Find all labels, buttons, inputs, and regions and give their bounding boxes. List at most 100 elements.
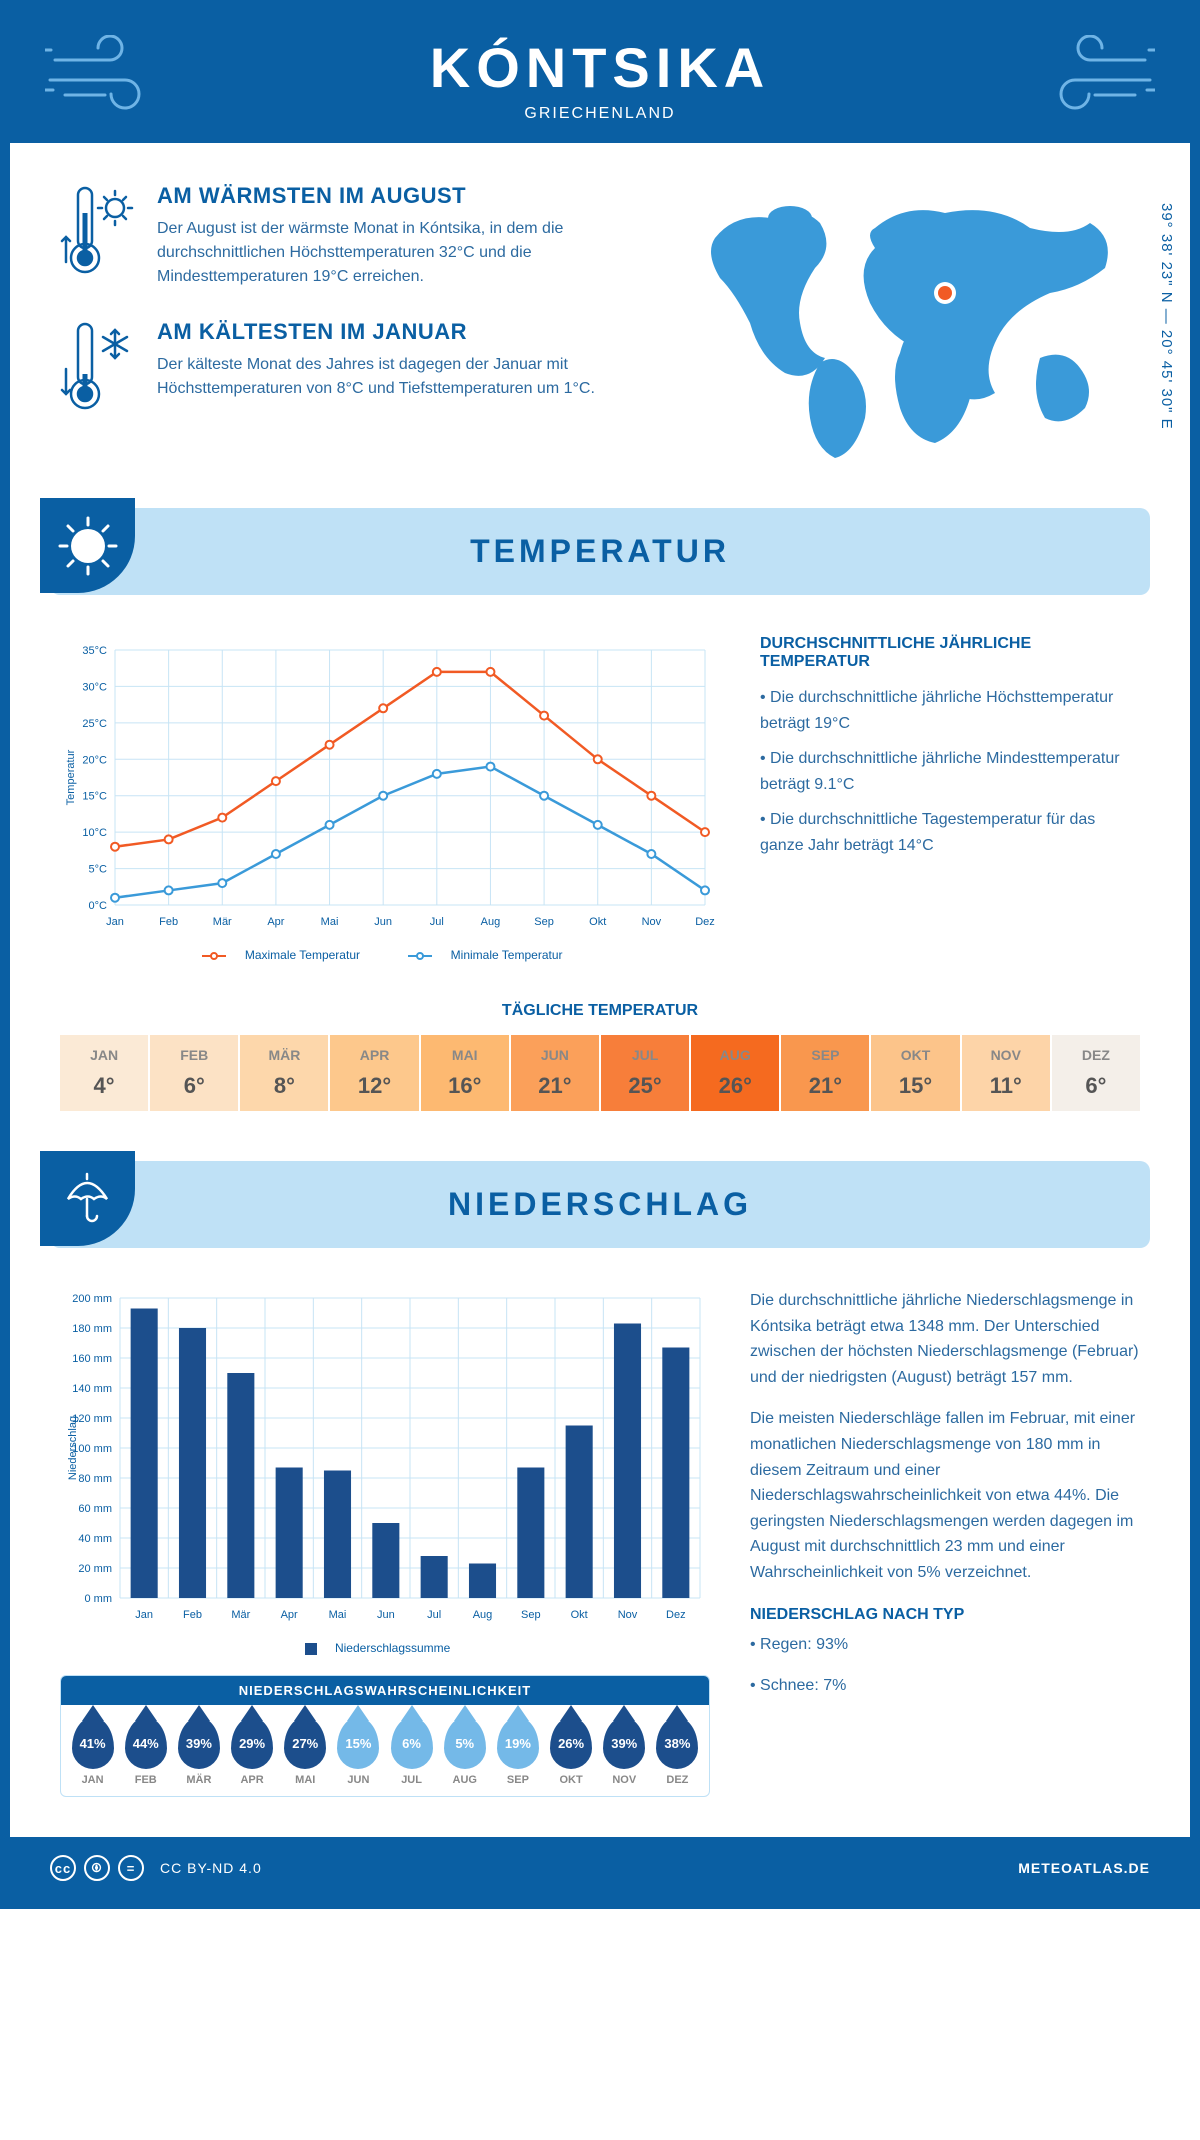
wind-icon (45, 35, 175, 120)
svg-text:160 mm: 160 mm (72, 1353, 112, 1365)
svg-text:60 mm: 60 mm (78, 1503, 112, 1515)
probability-drop: 41% JAN (67, 1717, 118, 1786)
daily-temp-cell: MÄR8° (240, 1035, 328, 1111)
probability-drop: 39% NOV (599, 1717, 650, 1786)
svg-text:Nov: Nov (618, 1609, 638, 1621)
svg-text:200 mm: 200 mm (72, 1293, 112, 1305)
svg-text:30°C: 30°C (82, 681, 107, 693)
temperature-line-chart: 0°C 5°C 10°C 15°C 20°C 25°C 30°C 35°C Jan Feb Mär A… (60, 635, 720, 962)
svg-text:Feb: Feb (159, 916, 178, 928)
svg-text:180 mm: 180 mm (72, 1323, 112, 1335)
probability-drop: 39% MÄR (173, 1717, 224, 1786)
svg-text:Mär: Mär (231, 1609, 250, 1621)
by-icon: 🅯 (84, 1855, 110, 1881)
svg-text:Nov: Nov (642, 916, 662, 928)
fact-text: Der kälteste Monat des Jahres ist dagege… (157, 353, 650, 401)
thermometer-cold-icon (60, 319, 135, 414)
svg-text:0 mm: 0 mm (85, 1593, 113, 1605)
svg-text:Jun: Jun (377, 1609, 395, 1621)
daily-temp-cell: MAI16° (421, 1035, 509, 1111)
svg-text:Mai: Mai (329, 1609, 347, 1621)
svg-text:Aug: Aug (473, 1609, 493, 1621)
umbrella-icon (40, 1151, 135, 1246)
probability-drop: 38% DEZ (652, 1717, 703, 1786)
coordinates: 39° 38' 23" N — 20° 45' 30" E (1158, 203, 1175, 430)
daily-temperature-grid: JAN4°FEB6°MÄR8°APR12°MAI16°JUN21°JUL25°A… (60, 1035, 1140, 1111)
svg-text:Jul: Jul (430, 916, 444, 928)
daily-temp-cell: JUN21° (511, 1035, 599, 1111)
svg-text:Apr: Apr (267, 916, 284, 928)
svg-text:Jul: Jul (427, 1609, 441, 1621)
svg-text:Dez: Dez (695, 916, 715, 928)
precipitation-probability-box: NIEDERSCHLAGSWAHRSCHEINLICHKEIT 41% JAN … (60, 1675, 710, 1797)
daily-temp-cell: JUL25° (601, 1035, 689, 1111)
probability-drop: 27% MAI (280, 1717, 331, 1786)
svg-text:Apr: Apr (281, 1609, 298, 1621)
daily-temp-cell: JAN4° (60, 1035, 148, 1111)
svg-text:Mai: Mai (321, 916, 339, 928)
page-subtitle: GRIECHENLAND (10, 105, 1190, 123)
chart-legend: Niederschlagssumme (60, 1641, 710, 1655)
probability-drop: 15% JUN (333, 1717, 384, 1786)
nd-icon: = (118, 1855, 144, 1881)
svg-text:Jan: Jan (106, 916, 124, 928)
svg-text:80 mm: 80 mm (78, 1473, 112, 1485)
svg-text:Sep: Sep (534, 916, 554, 928)
daily-temp-cell: NOV11° (962, 1035, 1050, 1111)
svg-text:15°C: 15°C (82, 791, 107, 803)
daily-temp-cell: OKT15° (871, 1035, 959, 1111)
probability-drop: 26% OKT (546, 1717, 597, 1786)
footer: cc 🅯 = CC BY-ND 4.0 METEOATLAS.DE (10, 1837, 1190, 1899)
svg-text:35°C: 35°C (82, 645, 107, 657)
svg-text:140 mm: 140 mm (72, 1383, 112, 1395)
intro-section: AM WÄRMSTEN IM AUGUST Der August ist der… (60, 183, 1140, 468)
fact-title: AM WÄRMSTEN IM AUGUST (157, 183, 650, 209)
svg-text:Sep: Sep (521, 1609, 541, 1621)
license: cc 🅯 = CC BY-ND 4.0 (50, 1855, 262, 1881)
daily-temp-cell: AUG26° (691, 1035, 779, 1111)
brand: METEOATLAS.DE (1018, 1860, 1150, 1876)
daily-temperature-title: TÄGLICHE TEMPERATUR (60, 1002, 1140, 1020)
probability-drop: 44% FEB (120, 1717, 171, 1786)
thermometer-hot-icon (60, 183, 135, 278)
svg-text:Feb: Feb (183, 1609, 202, 1621)
svg-text:Jun: Jun (374, 916, 392, 928)
fact-title: AM KÄLTESTEN IM JANUAR (157, 319, 650, 345)
daily-temp-cell: FEB6° (150, 1035, 238, 1111)
svg-text:Jan: Jan (135, 1609, 153, 1621)
section-title-temperature: TEMPERATUR (50, 508, 1150, 595)
fact-text: Der August ist der wärmste Monat in Kónt… (157, 217, 650, 289)
svg-text:Okt: Okt (571, 1609, 588, 1621)
svg-text:Mär: Mär (213, 916, 232, 928)
chart-legend: Maximale Temperatur Minimale Temperatur (60, 948, 720, 962)
svg-text:0°C: 0°C (89, 900, 108, 912)
header: KÓNTSIKA GRIECHENLAND (10, 10, 1190, 143)
svg-text:5°C: 5°C (89, 864, 108, 876)
svg-text:Dez: Dez (666, 1609, 686, 1621)
svg-text:25°C: 25°C (82, 718, 107, 730)
precipitation-bar-chart: 0 mm20 mm40 mm60 mm80 mm100 mm120 mm140 … (60, 1288, 710, 1655)
warmest-fact: AM WÄRMSTEN IM AUGUST Der August ist der… (60, 183, 650, 289)
daily-temp-cell: SEP21° (781, 1035, 869, 1111)
svg-text:20°C: 20°C (82, 754, 107, 766)
daily-temp-cell: DEZ6° (1052, 1035, 1140, 1111)
svg-text:40 mm: 40 mm (78, 1533, 112, 1545)
probability-drop: 5% AUG (439, 1717, 490, 1786)
precipitation-summary: Die durchschnittliche jährliche Niedersc… (750, 1288, 1150, 1797)
coldest-fact: AM KÄLTESTEN IM JANUAR Der kälteste Mona… (60, 319, 650, 414)
svg-text:Okt: Okt (589, 916, 606, 928)
page-container: KÓNTSIKA GRIECHENLAND AM WÄRMSTEN IM AUG… (0, 0, 1200, 1909)
temperature-summary: DURCHSCHNITTLICHE JÄHRLICHE TEMPERATUR •… (760, 635, 1140, 962)
svg-text:Temperatur: Temperatur (65, 749, 77, 805)
svg-text:10°C: 10°C (82, 827, 107, 839)
daily-temp-cell: APR12° (330, 1035, 418, 1111)
page-title: KÓNTSIKA (10, 35, 1190, 100)
svg-text:20 mm: 20 mm (78, 1563, 112, 1575)
probability-drop: 6% JUL (386, 1717, 437, 1786)
wind-icon (1025, 35, 1155, 120)
world-map (690, 183, 1140, 468)
probability-drop: 29% APR (227, 1717, 278, 1786)
svg-text:Niederschlag: Niederschlag (67, 1416, 79, 1480)
sun-icon (40, 498, 135, 593)
svg-text:Aug: Aug (481, 916, 501, 928)
